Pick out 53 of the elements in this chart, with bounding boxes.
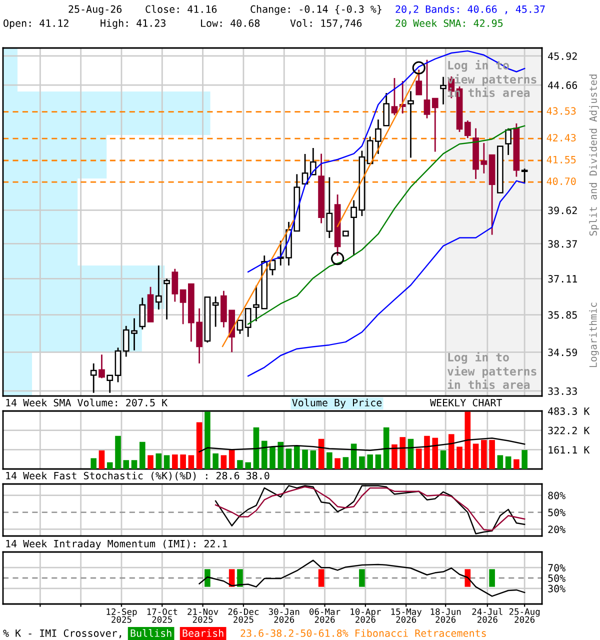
text: Volume By Price <box>292 398 382 408</box>
y-tick-label: 50% <box>548 574 566 582</box>
x-tick-label: 26-Dec 2025 <box>228 608 259 623</box>
text: Change: -0.14 {-0.3 %} <box>250 5 382 15</box>
x-tick-label: 15-May 2026 <box>391 608 422 623</box>
text: Split and Dividend Adjusted <box>589 74 599 236</box>
text: Close: 41.16 <box>146 5 217 13</box>
text: 23.6-38.2-50-61.8% Fibonacci Retracements <box>240 629 486 637</box>
y-tick-label: 34.59 <box>548 348 577 356</box>
text: Logarithmic <box>589 302 599 368</box>
y-tick-label: 35.85 <box>548 311 577 319</box>
y-tick-label: 50% <box>548 508 566 516</box>
y-tick-label: 483.3 K <box>548 407 590 415</box>
ref-line-label: 43.53 <box>546 107 576 115</box>
x-tick-label: 25-Aug 2026 <box>509 608 540 623</box>
text: 20 Week SMA: 42.95 <box>396 19 503 27</box>
x-tick-label: 24-Jul 2026 <box>472 608 502 623</box>
text: Vol: 157,746 <box>290 19 362 28</box>
x-tick-label: 21-Nov 2025 <box>188 608 218 623</box>
ref-line-label: 42.43 <box>546 134 576 142</box>
x-tick-label: 10-Apr 2026 <box>350 608 381 623</box>
text: % K - IMI Crossover, <box>3 629 122 638</box>
y-tick-label: 70% <box>548 564 566 572</box>
x-tick-label: 17-Oct 2025 <box>147 608 178 623</box>
chart-title: 14 Week SMA Volume: 207.5 K <box>6 398 168 406</box>
y-tick-label: 44.66 <box>548 81 578 89</box>
y-tick-label: 37.11 <box>548 275 577 283</box>
y-tick-label: 161.1 K <box>548 446 590 454</box>
x-tick-label: 12-Sep 2025 <box>106 608 137 623</box>
text: Low: 40.68 <box>201 19 260 27</box>
ref-line-label: 40.70 <box>546 177 576 186</box>
x-tick-label: 30-Jan 2026 <box>268 608 300 623</box>
text: 20,2 Bands: 40.66 , 45.37 <box>396 5 545 14</box>
ref-line-label: 41.55 <box>546 156 576 164</box>
x-tick-label: 06-Mar 2026 <box>310 608 340 623</box>
text: WEEKLY CHART <box>430 398 502 406</box>
chart-title: 14 Week Intraday Momentum (IMI): 22.1 <box>6 540 228 550</box>
text: Open: 41.12 <box>4 19 68 29</box>
y-tick-label: 322.2 K <box>548 426 590 434</box>
y-tick-label: 80% <box>548 492 566 500</box>
annotation: Log in to view patterns in this area <box>447 352 536 389</box>
text: Bullish <box>130 629 172 637</box>
chart-title: 14 Week Fast Stochastic (%K)(%D) : 28.6 38.0 <box>6 472 270 481</box>
text: High: 41.23 <box>100 19 166 29</box>
y-tick-label: 33.33 <box>548 387 577 395</box>
y-tick-label: 38.37 <box>548 240 577 248</box>
y-tick-label: 45.92 <box>548 52 577 60</box>
text: 25-Aug-26 <box>68 5 122 15</box>
text: Bearish <box>182 629 224 637</box>
y-tick-label: 30% <box>548 584 566 592</box>
x-tick-label: 18-Jun 2026 <box>430 608 461 623</box>
y-tick-label: 39.62 <box>548 206 577 214</box>
y-tick-label: 20% <box>548 526 566 534</box>
